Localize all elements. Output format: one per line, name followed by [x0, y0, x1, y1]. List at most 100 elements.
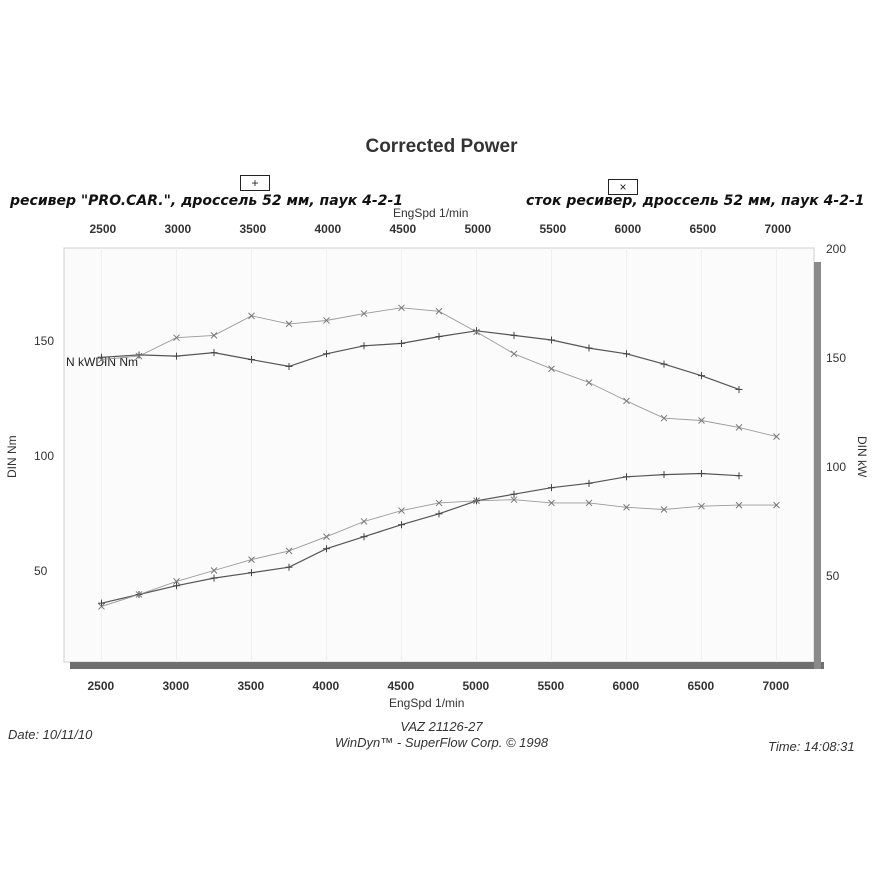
x-mark-b — [248, 556, 255, 563]
data-point — [360, 533, 368, 541]
x-mark-b — [98, 603, 105, 610]
data-point — [623, 503, 630, 511]
footer-brand: WinDyn™ - SuperFlow Corp. © 1998 — [334, 735, 549, 750]
data-point — [435, 307, 443, 315]
x-mark-b — [585, 499, 593, 507]
x-mark-b — [473, 328, 480, 336]
data-point — [98, 603, 105, 610]
x-mark-b — [135, 352, 143, 360]
x-tick-label-bottom: 7000 — [763, 679, 790, 693]
data-point — [660, 414, 668, 422]
x-mark-b — [210, 567, 218, 574]
x-tick-label-top: 4500 — [390, 222, 417, 236]
x-tick-label-top: 4000 — [315, 222, 342, 236]
data-point — [398, 304, 405, 312]
series-line-0 — [101, 330, 740, 390]
data-point — [135, 351, 143, 359]
x-mark-b — [173, 334, 180, 342]
y-axis-label-left: DIN Nm — [5, 435, 19, 478]
data-point — [660, 360, 668, 368]
x-tick-label-top: 5500 — [540, 222, 567, 236]
data-point — [248, 569, 255, 577]
x-tick-label-bottom: 5000 — [463, 679, 490, 693]
x-mark-b — [773, 433, 780, 440]
data-point — [323, 350, 330, 358]
series-line-2 — [101, 472, 740, 604]
data-point — [248, 312, 255, 320]
series-label: N kWDIN Nm — [66, 355, 138, 369]
data-point — [98, 599, 105, 607]
data-point — [698, 417, 705, 424]
x-mark-b — [698, 502, 705, 510]
data-point — [285, 320, 293, 328]
data-point — [735, 385, 743, 393]
data-point — [173, 334, 180, 342]
x-mark-b — [510, 496, 518, 504]
data-point — [173, 578, 180, 585]
x-mark-b — [548, 365, 555, 373]
data-point — [360, 342, 368, 350]
data-point — [435, 499, 443, 507]
footer-date: Date: 10/11/10 — [8, 727, 93, 742]
data-point — [173, 582, 180, 590]
bottom-shadow-bar — [70, 662, 824, 669]
data-point — [285, 563, 293, 571]
plot-frame — [63, 247, 824, 669]
legend-entry-procar: ресивер "PRO.CAR.", дроссель 52 мм, паук… — [10, 193, 403, 209]
x-axis-label-top: EngSpd 1/min — [393, 206, 468, 220]
y-tick-label-right: 100 — [826, 460, 846, 474]
x-mark-b — [735, 501, 743, 509]
x-tick-label-top: 2500 — [90, 222, 117, 236]
x-mark-b — [773, 501, 780, 509]
x-mark-b — [698, 417, 705, 424]
data-point — [510, 331, 518, 339]
x-mark-b — [735, 424, 743, 431]
x-mark-b — [360, 310, 368, 317]
x-tick-label-bottom: 2500 — [88, 679, 115, 693]
x-tick-label-bottom: 5500 — [538, 679, 565, 693]
data-point — [473, 327, 480, 335]
x-mark-b — [285, 320, 293, 328]
data-point — [623, 350, 630, 358]
data-point — [135, 352, 143, 360]
x-mark-b — [210, 332, 218, 339]
y-axis-label-right: DIN kW — [855, 436, 869, 478]
legend-entry-stock: сток ресивер, дроссель 52 мм, паук 4-2-1 — [526, 193, 865, 209]
x-tick-label-bottom: 6500 — [688, 679, 715, 693]
data-point — [510, 350, 518, 358]
data-point — [735, 472, 743, 480]
x-tick-label-bottom: 3500 — [238, 679, 265, 693]
legend-marker-plus-icon: + — [240, 175, 270, 191]
plot-area — [63, 247, 815, 663]
x-mark-b — [473, 497, 480, 505]
data-point — [210, 332, 218, 339]
x-mark-b — [323, 533, 330, 541]
x-mark-b — [548, 499, 555, 507]
data-point — [248, 356, 255, 364]
x-tick-label-top: 3500 — [240, 222, 267, 236]
data-point — [98, 356, 105, 363]
x-mark-b — [98, 356, 105, 363]
data-point — [510, 496, 518, 504]
x-mark-b — [398, 507, 405, 514]
x-tick-label-bottom: 4000 — [313, 679, 340, 693]
data-point — [285, 547, 293, 555]
x-mark-b — [323, 317, 330, 324]
data-point — [210, 574, 218, 582]
x-mark-b — [660, 506, 668, 513]
data-point — [548, 499, 555, 507]
data-point — [698, 470, 705, 478]
data-point — [210, 567, 218, 574]
y-tick-label-right: 50 — [826, 569, 840, 583]
data-point — [473, 328, 480, 336]
x-tick-label-bottom: 3000 — [163, 679, 190, 693]
data-point — [135, 591, 143, 598]
data-point — [360, 310, 368, 317]
data-point — [435, 333, 443, 341]
legend-marker-x-icon: × — [608, 179, 638, 195]
data-point — [398, 521, 405, 529]
x-axis-label-bottom: EngSpd 1/min — [389, 696, 464, 710]
x-mark-b — [173, 578, 180, 585]
data-point — [323, 533, 330, 541]
